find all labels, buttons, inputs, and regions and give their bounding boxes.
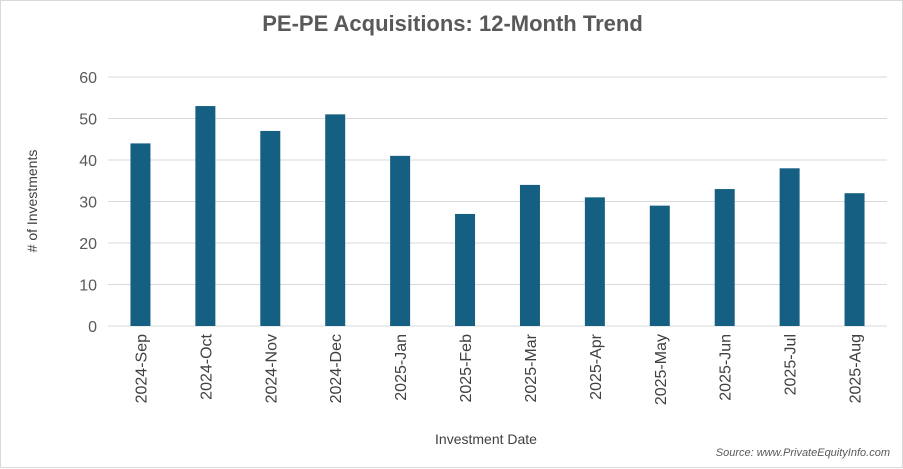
- x-tick-label: 2025-May: [653, 334, 670, 405]
- x-axis-label: Investment Date: [435, 431, 537, 447]
- x-tick-label: 2025-Feb: [458, 334, 475, 403]
- y-tick-label: 40: [79, 153, 97, 170]
- y-tick-label: 0: [88, 319, 97, 336]
- bar-2024-oct: [195, 106, 216, 326]
- bar-2025-apr: [584, 197, 605, 326]
- bar-2025-aug: [844, 193, 865, 326]
- x-tick-label: 2024-Sep: [133, 334, 150, 403]
- source-note: Source: www.PrivateEquityInfo.com: [715, 447, 890, 459]
- x-tick-label: 2024-Nov: [263, 334, 280, 403]
- bar-2025-jan: [390, 155, 411, 326]
- bar-2024-nov: [260, 130, 281, 326]
- chart-title: PE-PE Acquisitions: 12-Month Trend: [262, 11, 643, 36]
- bars: [130, 106, 865, 326]
- x-tick-label: 2025-Jul: [783, 334, 800, 395]
- x-tick-label: 2024-Oct: [198, 333, 215, 399]
- y-axis-ticks: 0 10 20 30 40 50 60: [79, 70, 97, 336]
- bar-2025-mar: [519, 184, 540, 326]
- y-tick-label: 60: [79, 70, 97, 87]
- bar-2025-feb: [455, 213, 476, 326]
- x-tick-label: 2025-Apr: [588, 333, 605, 399]
- y-axis-label: # of Investments: [24, 150, 40, 253]
- x-tick-label: 2024-Dec: [328, 334, 345, 403]
- gridlines: [108, 76, 887, 327]
- x-tick-label: 2025-Aug: [848, 334, 865, 403]
- y-tick-label: 50: [79, 112, 97, 129]
- bar-2024-dec: [325, 114, 346, 326]
- y-tick-label: 20: [79, 236, 97, 253]
- bar-2025-jun: [714, 189, 735, 326]
- bar-2025-may: [649, 205, 670, 326]
- y-tick-label: 10: [79, 278, 97, 295]
- y-tick-label: 30: [79, 195, 97, 212]
- x-axis-ticks: 2024-Sep 2024-Oct 2024-Nov 2024-Dec 2025-Jan…: [133, 333, 864, 405]
- bar-2025-jul: [779, 168, 800, 326]
- x-tick-label: 2025-Mar: [523, 333, 540, 402]
- x-tick-label: 2025-Jan: [393, 334, 410, 401]
- bar-2024-sep: [130, 143, 151, 326]
- x-tick-label: 2025-Jun: [718, 334, 735, 401]
